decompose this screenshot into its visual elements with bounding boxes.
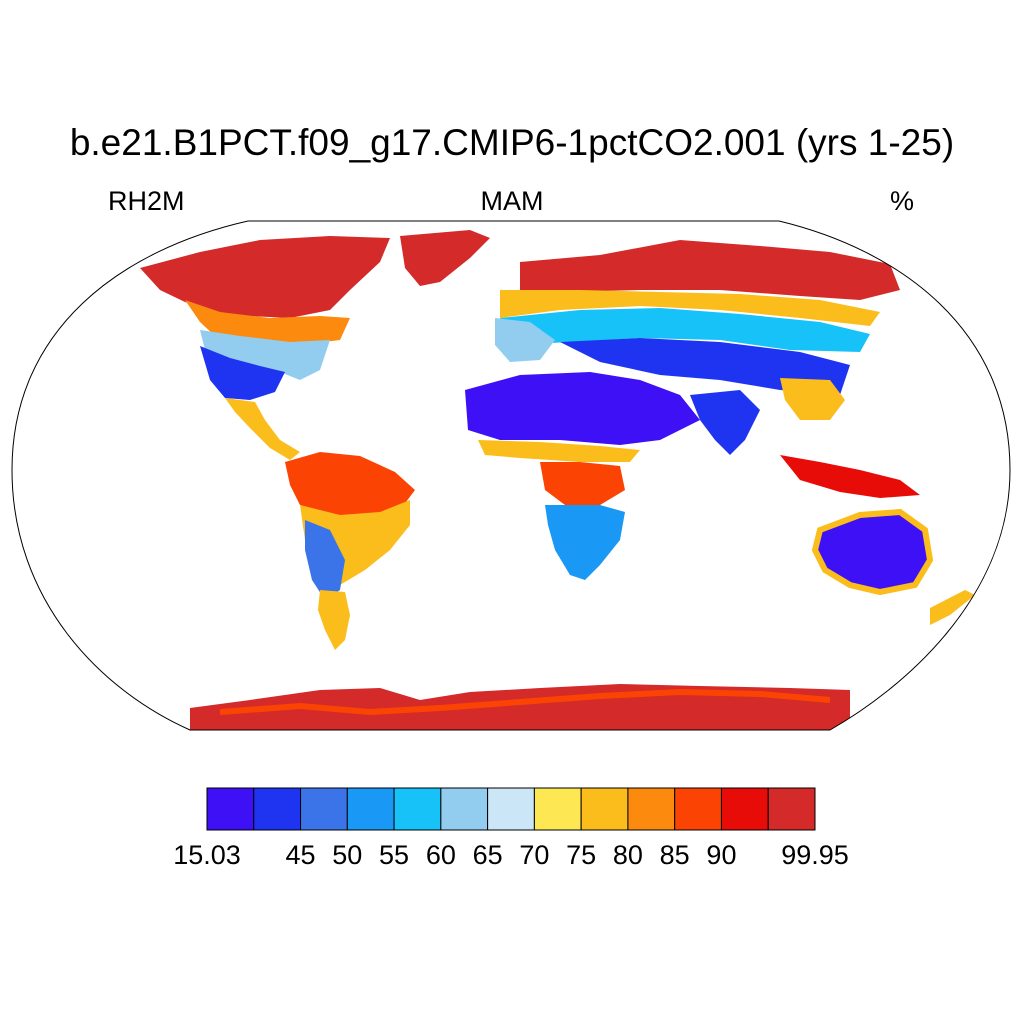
australia <box>815 512 930 592</box>
colorbar-tick-label: 90 <box>706 840 737 870</box>
colorbar-tick-label: 85 <box>659 840 690 870</box>
colorbar-swatch <box>487 787 535 831</box>
south-america-south <box>318 590 350 650</box>
sahel <box>478 440 640 462</box>
colorbar-swatch <box>580 787 629 831</box>
colorbar-tick-label: 80 <box>612 840 643 870</box>
units-label: % <box>889 186 914 216</box>
china-east <box>780 378 845 420</box>
antarctica <box>190 684 850 730</box>
north-america-subarctic <box>185 300 350 345</box>
eurasia-subarctic <box>500 290 880 326</box>
india <box>690 390 760 455</box>
north-america-interior <box>200 346 285 400</box>
colorbar-tick-label: 70 <box>519 840 550 870</box>
mexico-central-america <box>225 398 300 460</box>
europe-west <box>495 318 555 362</box>
colorbar-swatch <box>346 787 395 831</box>
north-america-mid <box>200 330 330 380</box>
sahara-arabia <box>465 372 700 445</box>
central-africa <box>540 462 625 505</box>
colorbar-tick-label: 50 <box>332 840 363 870</box>
south-america-north <box>285 452 415 515</box>
colorbar-tick-label: 45 <box>285 840 316 870</box>
colorbar-swatch <box>533 787 582 831</box>
maritime-se-asia <box>780 455 920 498</box>
colorbar-swatch <box>393 787 442 831</box>
colorbar-swatch <box>674 787 722 831</box>
colorbar-swatch <box>627 787 676 831</box>
colorbar-tick-label: 55 <box>379 840 410 870</box>
land-fill <box>140 230 975 730</box>
greenland <box>400 230 490 286</box>
colorbar-swatch <box>300 787 348 831</box>
australia-coast <box>811 508 934 596</box>
colorbar-tick-label: 60 <box>425 840 456 870</box>
colorbar <box>206 787 816 831</box>
season-label: MAM <box>480 186 544 216</box>
south-america-dry <box>305 520 345 600</box>
map-title: b.e21.B1PCT.f09_g17.CMIP6-1pctCO2.001 (y… <box>69 122 955 163</box>
colorbar-tick-label: 75 <box>566 840 597 870</box>
new-zealand <box>930 590 975 625</box>
central-asia-dry <box>560 338 850 395</box>
colorbar-swatch <box>206 787 255 831</box>
colorbar-swatch <box>440 787 489 831</box>
eurasia-arctic <box>520 240 900 300</box>
variable-label: RH2M <box>108 186 185 216</box>
north-america-north <box>140 236 390 318</box>
colorbar-tick-label: 15.03 <box>173 840 241 870</box>
southern-africa <box>545 505 625 580</box>
colorbar-swatch <box>767 787 816 831</box>
antarctica-coast <box>219 688 831 716</box>
colorbar-swatch <box>253 787 302 831</box>
colorbar-swatch <box>720 787 769 831</box>
colorbar-tick-label: 65 <box>472 840 503 870</box>
map-frame <box>11 220 1011 731</box>
colorbar-tick-label: 99.95 <box>781 840 849 870</box>
eurasia-temperate <box>500 308 870 352</box>
